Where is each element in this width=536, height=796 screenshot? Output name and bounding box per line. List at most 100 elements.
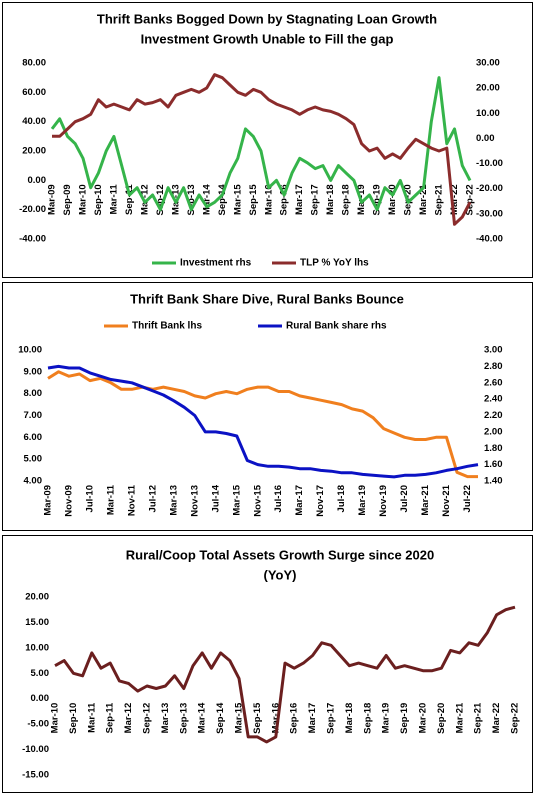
x-tick-label: Sep-19	[399, 703, 410, 734]
x-tick-label: Sep-18	[362, 703, 373, 734]
x-tick-label: Sep-13	[178, 703, 189, 734]
x-tick-label: Nov-11	[126, 484, 137, 516]
x-tick-label: Sep-16	[289, 703, 300, 734]
x-tick-label: Sep-13	[186, 184, 197, 215]
y2-tick-label: 2.60	[484, 377, 503, 388]
y-tick-label: -10.00	[22, 744, 49, 755]
x-tick-label: Mar-17	[294, 485, 305, 516]
y-tick-label: 20.00	[25, 592, 49, 603]
y2-tick-label: -20.00	[476, 183, 503, 194]
y-tick-label: 6.00	[24, 432, 43, 443]
legend-label: Rural Bank share rhs	[286, 321, 387, 332]
x-tick-label: Sep-21	[473, 702, 484, 734]
x-tick-label: Sep-18	[341, 184, 352, 215]
x-tick-label: Mar-09	[43, 485, 54, 516]
x-tick-label: Mar-17	[294, 184, 305, 215]
x-tick-label: Mar-10	[50, 703, 61, 734]
x-tick-label: Jul-18	[336, 485, 347, 512]
y-tick-label: 8.00	[24, 388, 43, 399]
x-tick-label: Sep-22	[465, 184, 476, 215]
x-tick-label: Nov-13	[189, 485, 200, 517]
x-tick-label: Jul-16	[273, 485, 284, 512]
y-tick-label: 15.00	[25, 617, 49, 628]
x-tick-label: Sep-15	[248, 184, 259, 216]
y-tick-label: 40.00	[22, 116, 46, 127]
y2-tick-label: -30.00	[476, 208, 503, 219]
chart-title: Thrift Bank Share Dive, Rural Banks Boun…	[130, 291, 404, 306]
x-tick-label: Sep-21	[434, 184, 445, 216]
chart-title: Rural/Coop Total Assets Growth Surge sin…	[126, 547, 434, 562]
x-tick-label: Mar-14	[197, 702, 208, 733]
x-tick-label: Mar-21	[420, 484, 431, 515]
x-tick-label: Sep-12	[142, 703, 153, 734]
x-tick-label: Mar-20	[387, 184, 398, 215]
x-tick-label: Jul-22	[462, 485, 473, 512]
chart-subtitle: (YoY)	[264, 567, 297, 582]
y2-tick-label: 0.00	[476, 133, 495, 144]
x-tick-label: Mar-21	[418, 184, 429, 215]
data-line	[50, 76, 472, 212]
y2-tick-label: 30.00	[476, 58, 500, 69]
y-tick-label: -20.00	[19, 204, 46, 215]
x-tick-label: Mar-13	[168, 485, 179, 516]
y-tick-label: 4.00	[24, 476, 43, 487]
x-tick-label: Mar-21	[454, 702, 465, 733]
x-tick-label: Jul-10	[84, 485, 95, 512]
x-tick-label: Mar-15	[232, 184, 243, 215]
x-tick-label: Sep-22	[510, 703, 521, 734]
x-tick-label: Sep-10	[68, 703, 79, 734]
x-tick-label: Mar-20	[418, 703, 429, 734]
x-tick-label: Nov-09	[63, 485, 74, 517]
y-tick-label: 20.00	[22, 146, 46, 157]
y-tick-label: 0.00	[28, 175, 47, 186]
x-tick-label: Nov-19	[378, 485, 389, 517]
legend-label: TLP % YoY lhs	[300, 258, 369, 269]
x-tick-label: Mar-11	[108, 184, 119, 215]
y-tick-label: -15.00	[22, 770, 49, 781]
x-tick-label: Sep-09	[62, 184, 73, 215]
y-tick-label: 10.00	[18, 345, 42, 356]
x-tick-label: Sep-14	[215, 702, 226, 734]
x-tick-label: Sep-14	[217, 184, 228, 216]
x-tick-label: Sep-12	[155, 184, 166, 215]
y-tick-label: -5.00	[27, 719, 49, 730]
y-tick-label: 80.00	[22, 58, 46, 69]
y2-tick-label: -10.00	[476, 158, 503, 169]
x-tick-label: Mar-16	[270, 703, 281, 734]
data-line	[47, 364, 479, 479]
legend-label: Investment rhs	[180, 258, 252, 269]
x-tick-label: Mar-15	[231, 484, 242, 515]
x-tick-label: Nov-21	[441, 484, 452, 516]
x-tick-label: Mar-19	[357, 485, 368, 516]
y2-tick-label: 10.00	[476, 108, 500, 119]
y2-tick-label: 2.20	[484, 410, 503, 421]
x-tick-label: Nov-15	[252, 484, 263, 516]
x-tick-label: Mar-15	[234, 702, 245, 733]
x-tick-label: Mar-22	[491, 703, 502, 734]
y2-tick-label: 1.40	[484, 476, 503, 487]
x-tick-label: Sep-15	[252, 702, 263, 734]
x-tick-label: Mar-13	[160, 703, 171, 734]
x-tick-label: Jul-14	[210, 484, 221, 512]
x-tick-label: Nov-17	[315, 485, 326, 517]
y2-tick-label: 1.80	[484, 443, 503, 454]
y2-tick-label: 2.00	[484, 426, 503, 437]
y-tick-label: 10.00	[25, 642, 49, 653]
data-line	[54, 605, 516, 744]
data-line	[52, 73, 472, 226]
x-tick-label: Mar-12	[123, 703, 134, 734]
y2-tick-label: 1.60	[484, 459, 503, 470]
x-tick-label: Sep-11	[124, 184, 135, 215]
chart-subtitle: Investment Growth Unable to Fill the gap	[141, 31, 394, 46]
y-tick-label: 0.00	[31, 693, 50, 704]
x-tick-label: Mar-11	[105, 484, 116, 515]
panel-frame	[2, 2, 533, 278]
y-tick-label: -40.00	[19, 234, 46, 245]
y-tick-label: 60.00	[22, 87, 46, 98]
panel-frame	[2, 282, 533, 531]
y2-tick-label: 2.40	[484, 394, 503, 405]
x-tick-label: Sep-20	[436, 703, 447, 734]
y2-tick-label: 20.00	[476, 83, 500, 94]
x-tick-label: Mar-18	[344, 703, 355, 734]
